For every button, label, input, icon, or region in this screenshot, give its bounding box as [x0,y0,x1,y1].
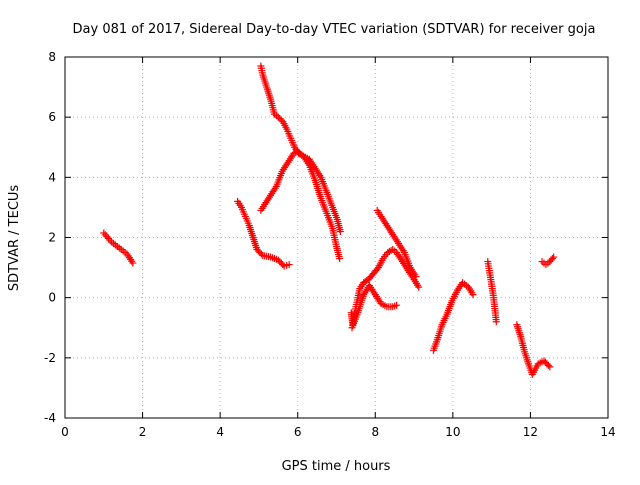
y-tick-label: -2 [44,351,56,365]
data-point [492,318,500,326]
data-point [104,234,112,242]
tick-labels: 0 2 4 6 8 10 12 14 -4 -2 0 2 4 6 8 [44,50,616,439]
axis-ticks [64,56,609,419]
x-tick-label: 0 [61,425,69,439]
x-axis-label: GPS time / hours [282,459,391,474]
y-axis-label: SDTVAR / TECUs [7,185,22,292]
data-point [550,253,558,261]
chart-title: Day 081 of 2017, Sidereal Day-to-day VTE… [73,22,596,37]
x-tick-label: 8 [371,425,379,439]
x-tick-label: 10 [445,425,460,439]
x-tick-label: 2 [139,425,147,439]
y-tick-label: -4 [44,411,56,425]
x-tick-label: 4 [216,425,224,439]
y-tick-label: 6 [48,110,56,124]
x-tick-label: 14 [600,425,615,439]
x-tick-label: 12 [523,425,538,439]
y-tick-label: 4 [48,170,56,184]
data-point [544,361,552,369]
data-point [412,273,420,281]
data-point [393,301,401,309]
data-point [285,261,293,269]
y-tick-label: 0 [48,291,56,305]
data-point [100,229,108,237]
data-point [129,259,137,267]
data-point [415,283,423,291]
data-point [279,261,287,269]
x-tick-label: 6 [294,425,302,439]
data-point [548,255,556,263]
data-point [336,227,344,235]
data-point [106,236,114,244]
y-tick-label: 2 [48,231,56,245]
data-point [101,231,109,239]
y-tick-label: 8 [48,50,56,64]
data-point [274,113,282,121]
data-point [336,255,344,263]
data-point [469,291,477,299]
data-point [276,115,284,123]
grid [65,57,608,418]
data-point [546,363,554,371]
data-point [103,233,111,241]
data-points [100,62,558,378]
